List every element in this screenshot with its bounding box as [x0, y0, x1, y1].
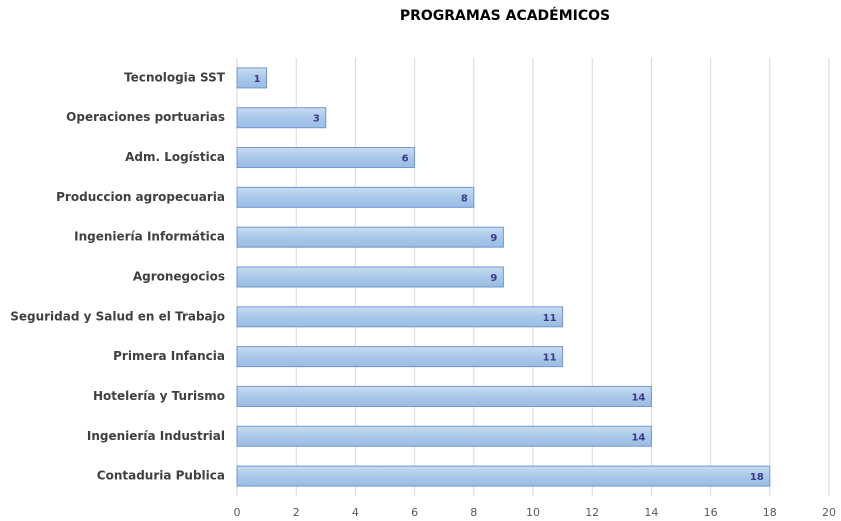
bar	[236, 186, 475, 208]
bar	[236, 425, 652, 447]
value-label: 6	[402, 154, 409, 165]
x-tick-label: 2	[293, 506, 300, 519]
value-label: 1	[254, 74, 261, 85]
value-label: 9	[490, 233, 497, 244]
y-tick-label: Produccion agropecuaria	[56, 190, 225, 204]
y-tick-label: Agronegocios	[133, 270, 225, 284]
value-label: 11	[543, 313, 557, 324]
y-tick-label: Ingeniería Informática	[74, 230, 225, 244]
y-tick-label: Hotelería y Turismo	[93, 389, 225, 403]
y-tick-label: Primera Infancia	[113, 349, 225, 363]
bar	[236, 385, 652, 407]
x-tick-label: 4	[352, 506, 359, 519]
bar	[236, 107, 327, 129]
bar	[236, 147, 416, 169]
bar	[236, 465, 771, 487]
x-tick-label: 0	[234, 506, 241, 519]
value-label: 3	[313, 114, 320, 125]
value-label: 14	[631, 432, 645, 443]
y-tick-label: Contaduria Publica	[97, 469, 225, 483]
bar	[236, 266, 504, 288]
y-tick-label: Seguridad y Salud en el Trabajo	[10, 309, 225, 323]
bar	[236, 306, 564, 328]
y-tick-label: Ingeniería Industrial	[87, 429, 225, 443]
y-tick-label: Tecnologia SST	[124, 70, 226, 84]
bar	[236, 226, 504, 248]
value-label: 11	[543, 353, 557, 364]
y-tick-label: Adm. Logística	[125, 150, 225, 164]
value-label: 18	[750, 472, 764, 483]
x-tick-label: 10	[526, 506, 540, 519]
value-label: 8	[461, 193, 468, 204]
chart-title: PROGRAMAS ACADÉMICOS	[400, 7, 610, 24]
x-tick-label: 20	[822, 506, 836, 519]
value-label: 14	[631, 392, 645, 403]
y-tick-label: Operaciones portuarias	[66, 110, 225, 124]
value-label: 9	[490, 273, 497, 284]
x-tick-label: 14	[644, 506, 658, 519]
bar	[236, 346, 564, 368]
bar	[236, 67, 268, 89]
x-tick-label: 6	[411, 506, 418, 519]
x-tick-label: 12	[585, 506, 599, 519]
x-tick-label: 16	[704, 506, 718, 519]
x-tick-label: 18	[763, 506, 777, 519]
x-tick-label: 8	[470, 506, 477, 519]
